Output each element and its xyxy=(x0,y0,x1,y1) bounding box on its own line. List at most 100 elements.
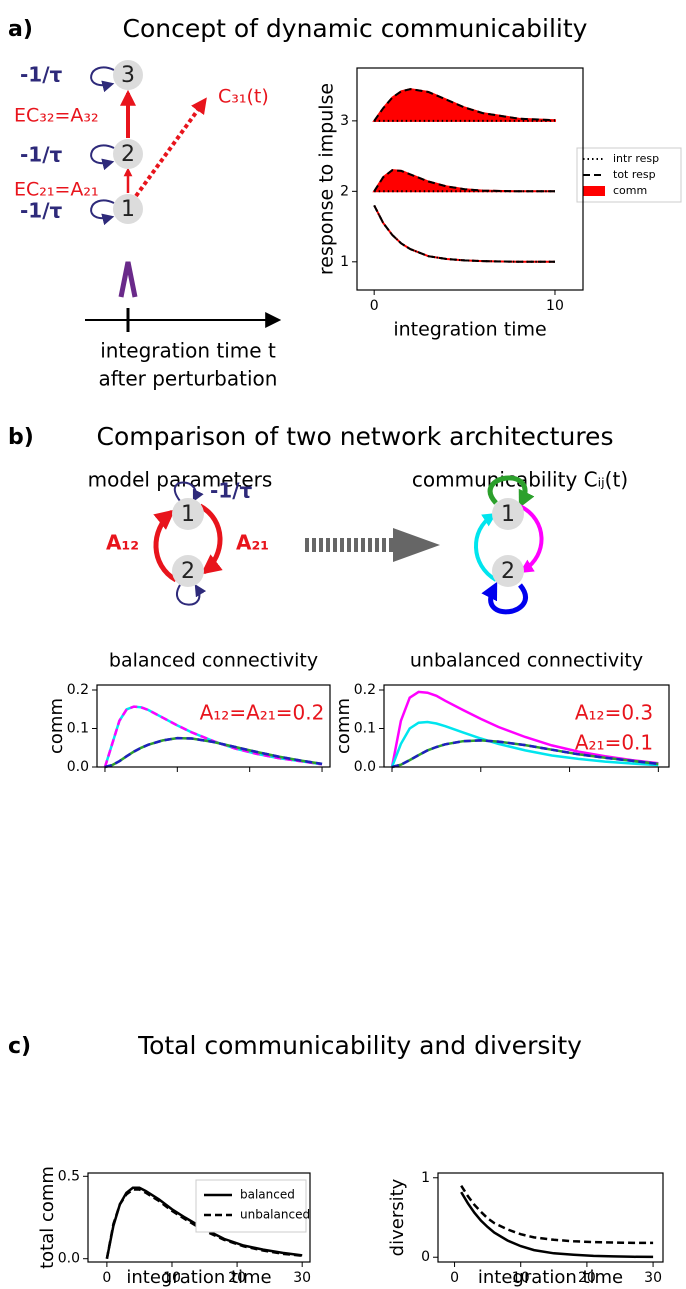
series-line xyxy=(460,1191,654,1259)
comm-label: C₃₁(t) xyxy=(218,86,269,108)
self-loop-label: -1/τ xyxy=(210,479,253,503)
x-tick-label: 0 xyxy=(102,1270,111,1286)
annotation: A₁₂=A₂₁=0.2 xyxy=(200,701,325,725)
legend-box xyxy=(195,1179,307,1233)
node xyxy=(113,194,143,224)
x-tick-label: 10 xyxy=(163,1270,181,1286)
x-axis-label: integration time xyxy=(126,1267,271,1288)
x-tick-label: 30 xyxy=(293,1270,311,1286)
legend-label: comm xyxy=(613,184,647,197)
node xyxy=(113,60,143,90)
legend-label: intr resp xyxy=(613,152,659,165)
comm-area xyxy=(372,88,556,122)
series-line xyxy=(460,1185,654,1245)
comm-area xyxy=(373,204,555,263)
panel-letter: a) xyxy=(8,17,33,42)
node xyxy=(492,498,524,530)
axis-label: after perturbation xyxy=(99,367,278,391)
x-axis-label: integration time xyxy=(393,319,546,341)
series-line xyxy=(104,736,323,769)
diagram-title: model parameters xyxy=(88,468,273,492)
impulse xyxy=(118,261,138,298)
series-line xyxy=(390,690,659,768)
node-label: 2 xyxy=(181,559,195,584)
x-tick-label: 30 xyxy=(644,1270,662,1286)
edge-label: EC₃₂=A₃₂ xyxy=(14,105,99,127)
edge-arrow xyxy=(153,509,178,583)
annotation: A₂₁=0.1 xyxy=(575,731,653,755)
intr-resp-line xyxy=(373,204,555,263)
axes-frame xyxy=(437,1172,664,1263)
legend-label: balanced xyxy=(240,1188,295,1202)
self-loop xyxy=(90,144,115,171)
axes-frame xyxy=(87,1172,311,1263)
axis-label: integration time t xyxy=(100,339,276,363)
tot-resp-line xyxy=(373,169,555,193)
chart: 0.0 0.1 0.2 balanced connectivity comm A₁₂=A₂… xyxy=(46,650,331,775)
chart-title: balanced connectivity xyxy=(109,650,318,672)
node-label: 1 xyxy=(181,502,195,527)
self-loop-label: -1/τ xyxy=(20,63,63,87)
tot-resp-line xyxy=(373,204,555,263)
series-line xyxy=(391,739,659,769)
legend-label: tot resp xyxy=(613,168,656,181)
panel-letter: c) xyxy=(8,1034,31,1059)
diagram-b: model parameters communicability Cᵢⱼ(t) … xyxy=(88,468,628,615)
plot-area xyxy=(460,1185,654,1259)
node-label: 3 xyxy=(121,63,135,88)
chart-title: unbalanced connectivity xyxy=(410,650,643,672)
self-loop xyxy=(176,583,207,606)
x-tick-label: 0 xyxy=(370,298,379,314)
edge-label: A₂₁ xyxy=(236,531,269,555)
panel-title: Concept of dynamic communicability xyxy=(123,14,588,43)
y-tick-label: 0.0 xyxy=(58,1251,80,1267)
edge-label: A₁₂ xyxy=(106,531,139,555)
chart: 0.0 0.1 0.2 unbalanced connectivity comm A₁₂=… xyxy=(333,650,670,775)
x-tick-label: 10 xyxy=(546,298,564,314)
y-tick-label: 3 xyxy=(340,113,349,129)
comm-loop xyxy=(481,581,528,615)
y-tick-label: 0.5 xyxy=(58,1168,80,1184)
y-tick-label: 1 xyxy=(421,1170,430,1186)
comm-arrow xyxy=(519,504,544,573)
node xyxy=(113,139,143,169)
y-tick-label: 0.0 xyxy=(67,759,89,775)
comm-arrow xyxy=(134,97,207,198)
plot-area xyxy=(372,88,556,263)
y-axis-label: total comm xyxy=(37,1166,58,1269)
x-tick-label: 0 xyxy=(450,1270,459,1286)
y-tick-label: 2 xyxy=(340,183,349,199)
y-tick-label: 0.2 xyxy=(354,682,376,698)
tot-resp-line xyxy=(373,88,556,122)
node xyxy=(172,555,204,587)
node-label: 1 xyxy=(121,197,135,222)
x-tick-label: 20 xyxy=(578,1270,596,1286)
y-axis-label: comm xyxy=(46,698,67,754)
annotation: A₁₂=0.3 xyxy=(575,701,653,725)
y-tick-label: 0 xyxy=(421,1249,430,1265)
chart: balanced unbalanced 0.0 0.5 0 10 20 30 integrati… xyxy=(37,1166,311,1288)
transform-arrow-head xyxy=(393,528,440,562)
panel-title: Total communicability and diversity xyxy=(137,1031,582,1060)
self-loop-label: -1/τ xyxy=(20,199,63,223)
y-tick-label: 0.1 xyxy=(354,721,376,737)
panel-letter: b) xyxy=(8,425,34,450)
self-loop xyxy=(173,481,204,503)
diagram-a: -1/τ -1/τ -1/τ 3 2 1 EC₃₂=A₃₂ EC₂₁=A₂₁ C… xyxy=(14,60,282,391)
self-loop xyxy=(90,199,115,226)
node-label: 1 xyxy=(501,502,515,527)
x-tick-label: 10 xyxy=(512,1270,530,1286)
axes-frame xyxy=(356,67,584,291)
series-line xyxy=(105,1188,303,1259)
y-tick-label: 0.1 xyxy=(67,721,89,737)
plot-area xyxy=(103,705,323,769)
series-line xyxy=(390,720,659,768)
axes-frame xyxy=(383,684,670,768)
plot-area xyxy=(105,1186,303,1259)
node-label: 2 xyxy=(501,559,515,584)
comm-arrow xyxy=(474,512,498,582)
series-line xyxy=(103,705,323,768)
